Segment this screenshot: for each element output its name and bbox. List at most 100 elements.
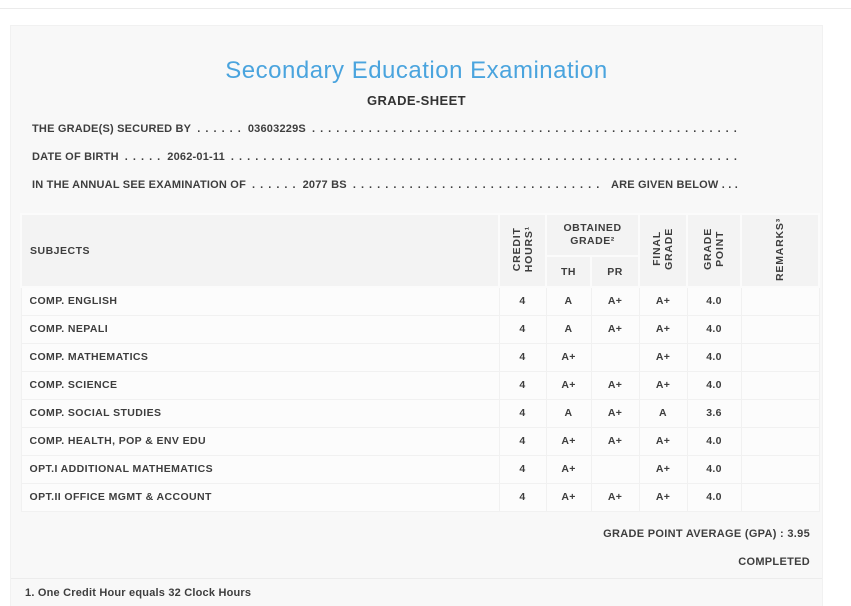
table-row: COMP. MATHEMATICS 4 A+ A+ 4.0	[20, 342, 820, 372]
grade-point-cell: 4.0	[686, 370, 742, 400]
pr-grade-cell	[590, 342, 640, 372]
table-header: SUBJECTS CREDIT HOURS¹ OBTAINED GRADE² F…	[20, 213, 820, 288]
th-grade-cell: A+	[545, 426, 592, 456]
final-grade-cell: A+	[638, 426, 688, 456]
info-line-examination-year: IN THE ANNUAL SEE EXAMINATION OF . . . .…	[32, 171, 738, 199]
dot-leader: . . . . . .	[251, 179, 297, 191]
info-label: IN THE ANNUAL SEE EXAMINATION OF	[32, 179, 246, 191]
final-grade-cell: A+	[638, 314, 688, 344]
th-grade-cell: A+	[545, 370, 592, 400]
remarks-cell	[740, 370, 820, 400]
final-grade-cell: A+	[638, 454, 688, 484]
exam-year-value: 2077 BS	[302, 179, 347, 191]
table-row: COMP. SOCIAL STUDIES 4 A A+ A 3.6	[20, 398, 820, 428]
remarks-cell	[740, 314, 820, 344]
grade-point-cell: 4.0	[686, 454, 742, 484]
info-label: THE GRADE(S) SECURED BY	[32, 123, 192, 135]
th-grade-cell: A+	[545, 342, 592, 372]
column-header-obtained-grade: OBTAINED GRADE²	[545, 213, 640, 257]
remarks-cell	[740, 426, 820, 456]
final-grade-cell: A	[638, 398, 688, 428]
subject-cell: COMP. ENGLISH	[20, 286, 500, 316]
info-line-grades-secured-by: THE GRADE(S) SECURED BY . . . . . . 0360…	[32, 115, 738, 143]
credit-hours-cell: 4	[498, 426, 547, 456]
dot-filler: . . . . . . . . . . . . . . . . . . . . …	[311, 123, 738, 135]
subject-cell: COMP. HEALTH, POP & ENV EDU	[20, 426, 500, 456]
grade-sheet-card: Secondary Education Examination GRADE-SH…	[10, 25, 823, 606]
th-grade-cell: A	[545, 398, 592, 428]
grade-point-cell: 4.0	[686, 342, 742, 372]
gpa-label: GRADE POINT AVERAGE (GPA) :	[603, 527, 785, 540]
subject-cell: OPT.II OFFICE MGMT & ACCOUNT	[20, 482, 500, 512]
info-suffix: ARE GIVEN BELOW . . .	[610, 179, 738, 191]
credit-hours-cell: 4	[498, 398, 547, 428]
th-grade-cell: A+	[545, 482, 592, 512]
pr-grade-cell: A+	[590, 482, 640, 512]
column-header-pr: PR	[590, 255, 640, 288]
credit-hours-cell: 4	[498, 342, 547, 372]
rotated-label: FINAL GRADE	[651, 228, 675, 270]
subject-cell: COMP. SOCIAL STUDIES	[20, 398, 500, 428]
dot-leader: . . . . . .	[197, 123, 242, 135]
grade-point-cell: 3.6	[686, 398, 742, 428]
dot-leader: . . . . .	[124, 151, 162, 163]
rotated-label: CREDIT HOURS¹	[510, 225, 535, 273]
credit-hours-cell: 4	[498, 454, 547, 484]
credit-hours-cell: 4	[498, 286, 547, 316]
pr-grade-cell	[590, 454, 640, 484]
table-row: COMP. NEPALI 4 A A+ A+ 4.0	[20, 314, 820, 344]
subject-cell: OPT.I ADDITIONAL MATHEMATICS	[20, 454, 500, 484]
credit-hours-cell: 4	[498, 314, 547, 344]
top-divider	[0, 0, 851, 9]
credit-hours-cell: 4	[498, 482, 547, 512]
column-header-th: TH	[545, 255, 592, 288]
dot-filler: . . . . . . . . . . . . . . . . . . . . …	[230, 151, 738, 163]
table-row: OPT.II OFFICE MGMT & ACCOUNT 4 A+ A+ A+ …	[20, 482, 820, 512]
grade-point-cell: 4.0	[686, 286, 742, 316]
table-row: COMP. HEALTH, POP & ENV EDU 4 A+ A+ A+ 4…	[20, 426, 820, 456]
info-line-date-of-birth: DATE OF BIRTH . . . . . 2062-01-11 . . .…	[32, 143, 738, 171]
pr-grade-cell: A+	[590, 426, 640, 456]
remarks-cell	[740, 342, 820, 372]
footnote-credit-hours: 1. One Credit Hour equals 32 Clock Hours	[25, 586, 252, 599]
pr-grade-cell: A+	[590, 286, 640, 316]
grade-point-cell: 4.0	[686, 426, 742, 456]
table-body: COMP. ENGLISH 4 A A+ A+ 4.0 COMP. NEPALI…	[20, 286, 820, 512]
grade-sheet-heading: GRADE-SHEET	[366, 93, 467, 108]
th-grade-cell: A	[545, 314, 592, 344]
symbol-number-value: 03603229S	[247, 123, 306, 135]
remarks-cell	[740, 398, 820, 428]
date-of-birth-value: 2062-01-11	[167, 151, 225, 163]
page-title: Secondary Education Examination	[225, 57, 608, 84]
final-grade-cell: A+	[638, 286, 688, 316]
subject-cell: COMP. SCIENCE	[20, 370, 500, 400]
column-header-credit-hours: CREDIT HOURS¹	[498, 213, 547, 288]
dot-filler: . . . . . . . . . . . . . . . . . . . . …	[352, 179, 605, 191]
pr-grade-cell: A+	[590, 314, 640, 344]
grade-point-cell: 4.0	[686, 482, 742, 512]
remarks-cell	[740, 482, 820, 512]
status-completed: COMPLETED	[738, 555, 810, 568]
grades-table: SUBJECTS CREDIT HOURS¹ OBTAINED GRADE² F…	[20, 213, 820, 512]
rotated-label: REMARKS³	[774, 217, 786, 281]
column-header-remarks: REMARKS³	[740, 213, 820, 288]
table-row: OPT.I ADDITIONAL MATHEMATICS 4 A+ A+ 4.0	[20, 454, 820, 484]
remarks-cell	[740, 454, 820, 484]
info-label: DATE OF BIRTH	[32, 151, 119, 163]
final-grade-cell: A+	[638, 482, 688, 512]
rotated-label: GRADE POINT	[702, 228, 726, 270]
credit-hours-cell: 4	[498, 370, 547, 400]
final-grade-cell: A+	[638, 370, 688, 400]
column-header-grade-point: GRADE POINT	[686, 213, 742, 288]
student-info: THE GRADE(S) SECURED BY . . . . . . 0360…	[32, 115, 738, 199]
result-summary: GRADE POINT AVERAGE (GPA) : 3.95 COMPLET…	[11, 524, 822, 572]
table-row: COMP. SCIENCE 4 A+ A+ A+ 4.0	[20, 370, 820, 400]
column-header-final-grade: FINAL GRADE	[638, 213, 688, 288]
subject-cell: COMP. NEPALI	[20, 314, 500, 344]
gpa-line: GRADE POINT AVERAGE (GPA) : 3.95	[11, 524, 810, 544]
table-row: COMP. ENGLISH 4 A A+ A+ 4.0	[20, 286, 820, 316]
pr-grade-cell: A+	[590, 398, 640, 428]
remarks-cell	[740, 286, 820, 316]
th-grade-cell: A+	[545, 454, 592, 484]
th-grade-cell: A	[545, 286, 592, 316]
